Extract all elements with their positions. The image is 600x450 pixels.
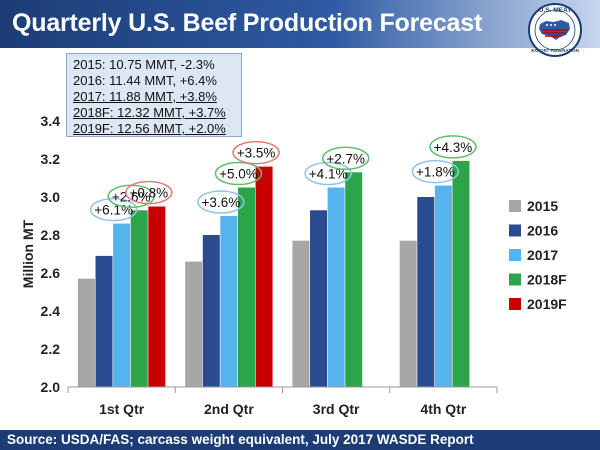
annotation-ellipse [197, 190, 245, 214]
legend-swatch [509, 249, 521, 261]
logo-top-text: U.S. MEAT [539, 7, 571, 14]
pct-change-annotation: +4.1% [304, 161, 352, 186]
bar-2016-q2 [202, 235, 220, 387]
bar-2015-q2 [185, 261, 203, 387]
bar-2019f-q2 [255, 166, 273, 387]
pct-change-annotation: +2.7% [321, 146, 370, 171]
legend-label: 2018F [527, 272, 567, 288]
legend-item-2018f: 2018F [509, 272, 567, 288]
x-tick-label: 2nd Qtr [204, 401, 254, 417]
annual-summary-box: 2015: 10.75 MMT, -2.3% 2016: 11.44 MMT, … [66, 53, 242, 137]
bar-2016-q3 [310, 210, 328, 387]
y-tick-label: 2.2 [41, 341, 61, 357]
legend-label: 2017 [527, 247, 558, 263]
legend-label: 2015 [527, 198, 558, 214]
bar-2015-q3 [292, 240, 310, 387]
bar-2016-q4 [417, 197, 435, 387]
summary-line-2019f: 2019F: 12.56 MMT, +2.0% [73, 121, 226, 136]
annotation-ellipse [89, 197, 138, 222]
legend-swatch [509, 224, 521, 237]
usmef-logo: U.S. MEAT EXPORT FEDERATION [528, 3, 582, 57]
bar-2017-q4 [434, 185, 452, 387]
annotation-ellipse [429, 135, 477, 159]
y-tick-label: 2.4 [41, 303, 61, 319]
bar-marks [77, 160, 470, 387]
annotation-label: +5.0% [219, 167, 258, 182]
chart-title: Quarterly U.S. Beef Production Forecast [12, 9, 483, 37]
annotation-ellipse [214, 161, 263, 186]
y-tick-label: 2.0 [41, 379, 61, 395]
annotation-ellipse [321, 146, 370, 171]
bar-2016-q1 [95, 255, 113, 387]
bar-2019f-q1 [148, 206, 166, 387]
legend: 2015 2016 2017 2018F 2019F [509, 198, 567, 312]
legend-item-2016: 2016 [509, 223, 558, 239]
pct-change-annotation: +1.8% [411, 159, 460, 184]
bar-2018f-q4 [452, 160, 470, 387]
legend-swatch [509, 273, 521, 286]
y-axis-label: Million MT [20, 219, 36, 288]
bar-2017-q3 [327, 187, 345, 387]
bar-2015-q4 [399, 240, 417, 387]
annotation-label: +6.1% [94, 203, 133, 218]
summary-line-2015: 2015: 10.75 MMT, -2.3% [73, 57, 215, 72]
title-banner: Quarterly U.S. Beef Production Forecast [0, 0, 600, 48]
legend-item-2019f: 2019F [509, 296, 567, 312]
y-tick-label: 3.4 [41, 113, 61, 129]
bar-2018f-q2 [237, 187, 255, 387]
logo-bottom-text: EXPORT FEDERATION [531, 48, 579, 53]
annotation-ellipse [411, 159, 460, 184]
annotation-label: +2.6% [112, 189, 151, 204]
pct-change-annotation: +3.6% [197, 190, 245, 214]
x-tick-label: 3rd Qtr [313, 401, 360, 417]
annotation-label: +3.5% [237, 146, 276, 161]
annotation-ellipse [232, 140, 280, 165]
annotation-label: +4.1% [309, 167, 348, 182]
x-tick-label: 4th Qtr [420, 401, 466, 417]
pct-change-annotation: +5.0% [214, 161, 263, 186]
pct-change-annotation: +0.8% [125, 180, 173, 205]
summary-line-2017: 2017: 11.88 MMT, +3.8% [73, 89, 217, 104]
y-tick-label: 2.6 [41, 265, 61, 281]
legend-label: 2016 [527, 223, 558, 239]
legend-item-2017: 2017 [509, 247, 558, 263]
bar-2015-q1 [77, 278, 95, 387]
pct-change-annotation: +3.5% [232, 140, 280, 165]
annotation-label: +2.7% [326, 151, 365, 166]
y-tick-label: 2.8 [41, 227, 61, 243]
summary-line-2018f: 2018F: 12.32 MMT, +3.7% [73, 105, 226, 120]
annotation-ellipse [125, 180, 173, 205]
legend-swatch [509, 200, 521, 212]
legend-label: 2019F [527, 296, 567, 312]
summary-line-2016: 2016: 11.44 MMT, +6.4% [73, 73, 217, 88]
legend-swatch [509, 298, 521, 310]
pct-change-annotation: +4.3% [429, 135, 477, 159]
bar-2018f-q3 [345, 172, 363, 387]
y-tick-label: 3.2 [41, 151, 61, 167]
bar-chart: 2.0 2.2 2.4 2.6 2.8 3.0 3.2 3.4 Million MT 1st Q… [20, 113, 567, 417]
x-tick-label: 1st Qtr [99, 401, 145, 417]
bar-2018f-q1 [130, 210, 148, 387]
y-tick-label: 3.0 [41, 189, 61, 205]
x-axis: 1st Qtr 2nd Qtr 3rd Qtr 4th Qtr [67, 386, 498, 417]
annotation-ellipse [304, 161, 352, 186]
annotation-label: +4.3% [434, 140, 473, 155]
y-axis: 2.0 2.2 2.4 2.6 2.8 3.0 3.2 3.4 Million MT [20, 113, 60, 395]
annotation-label: +0.8% [129, 186, 168, 201]
source-note: Source: USDA/FAS; carcass weight equival… [7, 432, 474, 447]
annotation-label: +1.8% [416, 165, 455, 180]
bar-2017-q1 [113, 223, 131, 387]
legend-item-2015: 2015 [509, 198, 558, 214]
annotations: +6.1%+2.6%+0.8% +3.6% +5.0% +3.5% +4.1%+2.7%… [89, 135, 477, 222]
source-footer: Source: USDA/FAS; carcass weight equival… [0, 430, 600, 450]
annotation-label: +3.6% [202, 195, 241, 210]
bar-2017-q2 [220, 216, 238, 387]
